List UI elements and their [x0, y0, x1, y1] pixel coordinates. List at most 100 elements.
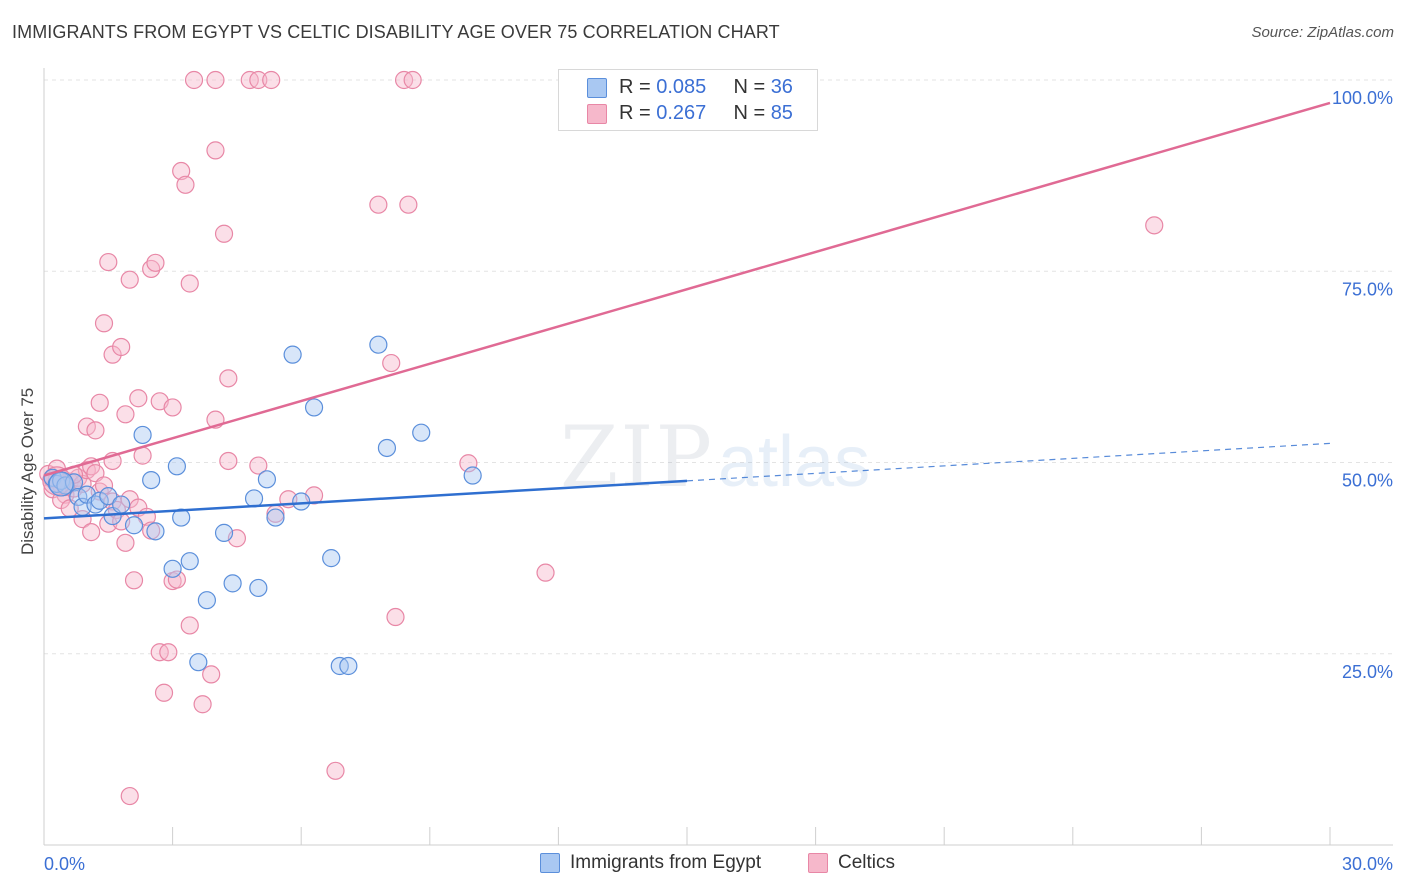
egypt-point [283, 345, 302, 364]
celtics-point [112, 337, 131, 357]
celtics-point [249, 456, 268, 475]
egypt-point [257, 470, 277, 489]
celtics-point [1145, 216, 1164, 235]
tick-labels: 25.0% 50.0% 75.0% 100.0% 0.0% 30.0% [44, 88, 1393, 874]
egypt-point [377, 438, 397, 458]
egypt-point [167, 457, 186, 476]
celtics-point [403, 70, 422, 90]
legend-swatch-celtics [808, 853, 828, 873]
egypt-point [189, 653, 208, 672]
egypt-point [322, 549, 341, 568]
celtics-point [536, 563, 555, 582]
legend-n-label: N = [733, 102, 771, 124]
celtics-point [99, 252, 118, 272]
celtics-point [219, 369, 238, 388]
celtics-point [124, 571, 144, 590]
legend-r-value-egypt: 0.085 [656, 76, 707, 98]
egypt-point [172, 508, 191, 527]
celtics-point [82, 523, 101, 542]
egypt-trend-line [43, 479, 688, 520]
egypt-point [339, 656, 358, 676]
egypt-point [369, 335, 388, 354]
celtics-point [172, 161, 191, 181]
legend-swatch-egypt [540, 853, 560, 873]
celtics-point [176, 175, 195, 194]
egypt-point [99, 487, 118, 506]
celtics-point [94, 314, 114, 333]
egypt-point [48, 471, 74, 497]
legend-n-label: N = [733, 76, 771, 98]
watermark-atlas: atlas [718, 422, 870, 502]
celtics-point [262, 70, 281, 90]
celtics-point [202, 665, 221, 684]
celtics-trend-line [43, 101, 1331, 477]
legend-r-label: R = [619, 76, 657, 98]
celtics-point [326, 761, 345, 780]
celtics-point [120, 270, 139, 289]
x-tick-label: 30.0% [1342, 854, 1393, 874]
celtics-point [167, 570, 186, 589]
egypt-point [124, 516, 144, 535]
celtics-point [120, 786, 139, 806]
egypt-point [112, 495, 131, 514]
egypt-point [249, 578, 268, 598]
celtics-point [369, 195, 388, 214]
egypt-point [163, 559, 182, 578]
legend-r-label: R = [619, 102, 657, 124]
chart-title: IMMIGRANTS FROM EGYPT VS CELTIC DISABILI… [12, 22, 780, 42]
legend-swatch-celtics [587, 104, 607, 124]
legend-label-egypt: Immigrants from Egypt [570, 852, 762, 873]
celtics-point [77, 417, 96, 436]
egypt-point [180, 552, 199, 571]
celtics-point [154, 683, 174, 702]
y-tick-label: 25.0% [1342, 662, 1393, 682]
correlation-legend: R = 0.085 N = 36 R = 0.267 N = 85 [558, 69, 818, 131]
celtics-point [146, 253, 165, 272]
egypt-point [412, 423, 431, 442]
egypt-point [223, 574, 242, 593]
y-tick-label: 50.0% [1342, 471, 1393, 491]
grid-lines [44, 79, 1395, 655]
legend-n-value-egypt: 36 [770, 76, 793, 98]
axes [43, 68, 1393, 846]
y-axis-label: Disability Age Over 75 [18, 387, 37, 555]
celtics-point [206, 70, 225, 90]
celtics-point [129, 389, 148, 408]
celtics-point [206, 141, 225, 160]
watermark-zip: ZIP [560, 408, 714, 506]
celtics-point [180, 616, 199, 635]
egypt-point [133, 425, 152, 445]
egypt-point [197, 591, 216, 610]
celtics-point [86, 421, 105, 440]
celtics-point [159, 643, 178, 662]
egypt-point [142, 470, 161, 490]
egypt-trend-extension [686, 442, 1331, 482]
celtics-point [382, 353, 401, 373]
legend-r-value-celtics: 0.267 [656, 102, 707, 124]
celtics-point [163, 398, 182, 417]
celtics-point [386, 607, 405, 627]
x-tick-label: 0.0% [44, 854, 85, 874]
egypt-point [463, 466, 482, 485]
celtics-point [116, 533, 135, 552]
egypt-point [292, 492, 311, 511]
y-tick-label: 100.0% [1332, 88, 1393, 108]
source-credit: Source: ZipAtlas.com [1251, 24, 1394, 41]
egypt-point [304, 398, 324, 417]
celtics-point [219, 451, 238, 471]
celtics-point [193, 695, 212, 714]
celtics-point [90, 393, 109, 412]
celtics-point [180, 274, 199, 293]
legend-n-value-celtics: 85 [770, 102, 793, 124]
y-tick-label: 75.0% [1342, 279, 1393, 299]
egypt-point [214, 523, 234, 542]
egypt-point [244, 489, 264, 508]
legend-label-celtics: Celtics [838, 852, 896, 873]
celtics-point [184, 70, 204, 90]
egypt-point [90, 491, 109, 510]
trend-lines [43, 101, 1331, 520]
legend-swatch-egypt [587, 78, 607, 98]
egypt-point [266, 508, 285, 527]
celtics-point [214, 224, 234, 243]
